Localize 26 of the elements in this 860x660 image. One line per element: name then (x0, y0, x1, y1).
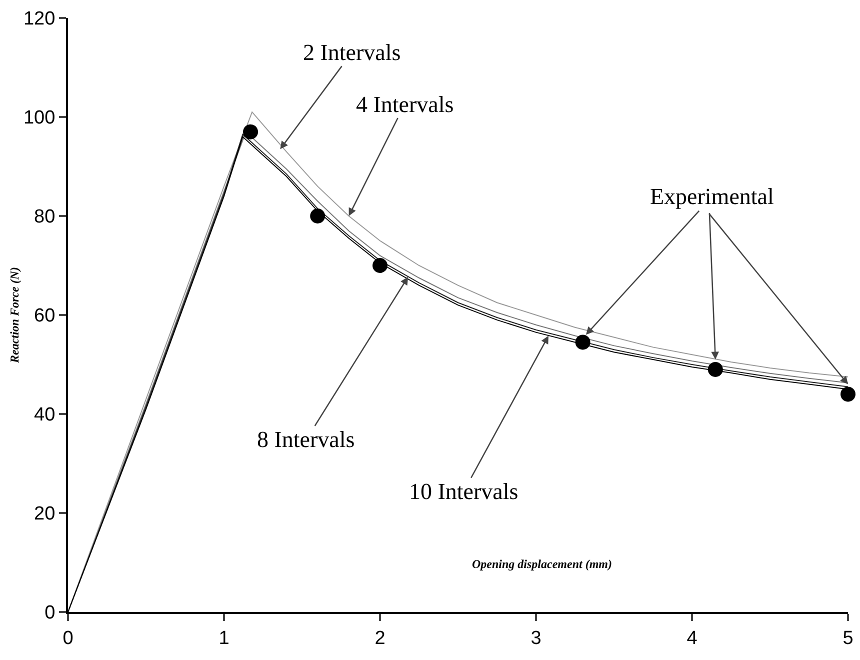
x-tick-label: 3 (530, 628, 542, 649)
y-tick-label: 40 (34, 404, 56, 426)
point (243, 124, 258, 140)
y-tick-label: 120 (23, 8, 56, 30)
point (372, 258, 388, 273)
x-axis-title: Opening displacement (mm) (472, 557, 612, 571)
x-tick-label: 1 (218, 628, 230, 649)
y-tick-label: 20 (34, 504, 56, 525)
point (708, 362, 723, 377)
annotation: Experimental (650, 184, 774, 209)
x-tick-label: 0 (62, 628, 74, 649)
y-tick-label: 0 (44, 602, 56, 624)
x-tick-label: 2 (374, 628, 386, 649)
y-axis-title: Reaction Force (N) (7, 267, 22, 364)
y-tick-label: 100 (23, 108, 56, 129)
point (840, 386, 856, 402)
y-tick-label: 60 (34, 306, 56, 327)
annotation: 8 Intervals (257, 427, 355, 452)
annotation: 4 Intervals (356, 92, 454, 117)
annotation: 2 Intervals (303, 40, 401, 65)
annotation: 10 Intervals (409, 479, 518, 504)
point (310, 208, 326, 224)
x-tick-label: 4 (686, 628, 698, 649)
point (575, 334, 590, 350)
y-tick-label: 80 (34, 206, 56, 228)
x-tick-label: 5 (842, 628, 854, 649)
